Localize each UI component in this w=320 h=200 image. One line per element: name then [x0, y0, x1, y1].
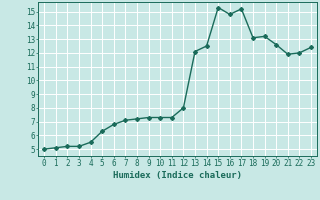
- X-axis label: Humidex (Indice chaleur): Humidex (Indice chaleur): [113, 171, 242, 180]
